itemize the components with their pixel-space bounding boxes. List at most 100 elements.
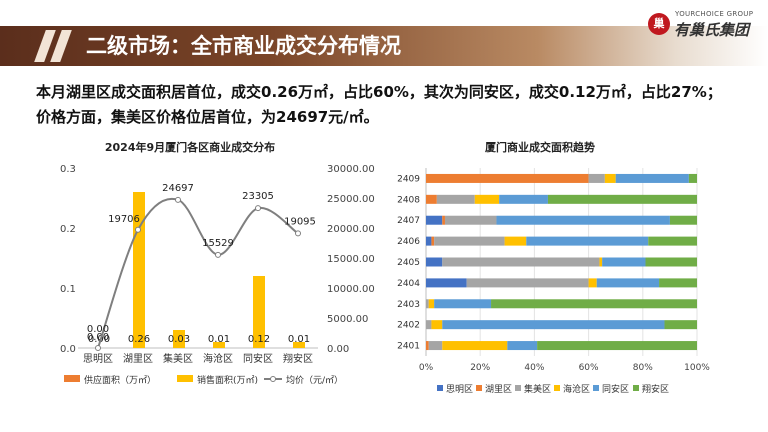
- summary-text: 本月湖里区成交面积居首位，成交0.26万㎡，占比60%，其次为同安区，成交0.1…: [36, 83, 722, 126]
- x-axis-tick-label: 100%: [684, 363, 710, 373]
- stack-segment: [466, 278, 589, 288]
- stack-segment: [434, 236, 505, 246]
- chart2-title: 厦门商业成交面积趋势: [485, 140, 595, 154]
- category-label: 2403: [397, 300, 420, 310]
- price-point: [135, 226, 141, 233]
- sales-data-label: 0.01: [208, 334, 230, 345]
- category-label: 同安区: [243, 352, 273, 365]
- stack-segment: [426, 236, 432, 246]
- stack-segment: [664, 320, 697, 330]
- header-band: [0, 26, 768, 66]
- legend-swatch: [437, 385, 443, 391]
- x-axis-tick-label: 60%: [579, 363, 599, 373]
- supply-data-label: 0.00: [87, 332, 109, 343]
- x-axis-tick-label: 80%: [633, 363, 653, 373]
- stack-segment: [426, 341, 429, 351]
- stack-segment: [547, 194, 697, 204]
- stack-segment: [504, 236, 527, 246]
- left-axis-tick-label: 0.1: [60, 284, 76, 295]
- category-label: 海沧区: [203, 352, 233, 365]
- stack-segment: [507, 341, 538, 351]
- price-point: [295, 230, 301, 237]
- sales-bar: [253, 276, 265, 348]
- sales-data-label: 0.00: [88, 334, 110, 345]
- stack-segment: [426, 278, 467, 288]
- stack-segment: [499, 194, 548, 204]
- category-label: 2401: [397, 342, 420, 352]
- stack-segment: [426, 215, 443, 225]
- right-axis-tick-label: 25000.00: [327, 194, 375, 205]
- stack-segment: [688, 173, 697, 183]
- right-axis-tick-label: 5000.00: [327, 314, 368, 325]
- price-data-label: 19706: [108, 214, 140, 225]
- stack-segment: [537, 341, 697, 351]
- left-axis-tick-label: 0.3: [60, 164, 76, 175]
- sales-data-label: 0.03: [168, 334, 190, 345]
- logo-subtitle: YOURCHOICE GROUP: [675, 10, 754, 18]
- stack-segment: [442, 257, 600, 267]
- stack-segment: [428, 299, 435, 309]
- right-axis-tick-label: 15000.00: [327, 254, 375, 265]
- category-label: 2408: [397, 195, 420, 205]
- legend-label-price: 均价（元/㎡）: [286, 374, 343, 386]
- legend-label: 思明区: [446, 384, 473, 395]
- sales-bar: [213, 342, 225, 348]
- stack-segment: [602, 257, 646, 267]
- legend-label: 湖里区: [485, 384, 512, 395]
- right-axis-tick-label: 30000.00: [327, 164, 375, 175]
- stack-segment: [604, 173, 616, 183]
- category-label: 集美区: [163, 352, 193, 365]
- stack-segment: [615, 173, 689, 183]
- x-axis-tick-label: 0%: [419, 363, 434, 373]
- stack-segment: [426, 173, 589, 183]
- category-label: 2409: [397, 174, 420, 184]
- stack-segment: [659, 278, 697, 288]
- category-label: 湖里区: [123, 353, 153, 365]
- sales-data-label: 0.26: [128, 334, 150, 345]
- x-axis-tick-label: 40%: [524, 363, 544, 373]
- legend-swatch: [515, 385, 521, 391]
- stack-segment: [596, 278, 660, 288]
- price-point: [255, 205, 261, 212]
- price-data-label: 23305: [242, 191, 274, 202]
- category-label: 2407: [397, 216, 420, 226]
- stack-segment: [496, 215, 670, 225]
- stack-segment: [645, 257, 697, 267]
- legend-label-supply: 供应面积（万㎡）: [84, 374, 156, 386]
- legend-swatch: [476, 385, 482, 391]
- stack-segment: [442, 320, 665, 330]
- stack-segment: [588, 278, 597, 288]
- price-data-label: 15529: [202, 238, 234, 249]
- legend-swatch-price-marker: [270, 376, 276, 382]
- sales-bar: [293, 342, 305, 348]
- category-label: 思明区: [83, 353, 113, 365]
- right-axis-tick-label: 10000.00: [327, 284, 375, 295]
- stack-segment: [526, 236, 649, 246]
- price-point: [215, 251, 221, 258]
- price-point: [175, 196, 181, 203]
- stack-segment: [431, 320, 443, 330]
- stack-segment: [431, 236, 435, 246]
- legend-swatch: [633, 385, 639, 391]
- legend-label: 集美区: [524, 383, 551, 395]
- sales-data-label: 0.01: [288, 334, 310, 345]
- stack-segment: [426, 194, 437, 204]
- price-data-label: 19095: [284, 216, 316, 227]
- logo-name: 有巢氏集团: [674, 21, 750, 39]
- stack-segment: [442, 341, 508, 351]
- legend-label-sales: 销售面积(万㎡): [197, 374, 258, 386]
- category-label: 2402: [397, 321, 420, 331]
- stack-segment: [474, 194, 500, 204]
- stack-segment: [599, 257, 603, 267]
- stack-segment: [648, 236, 697, 246]
- left-axis-tick-label: 0.2: [60, 224, 76, 235]
- chart1-title: 2024年9月厦门各区商业成交分布: [105, 140, 275, 154]
- sales-bar: [173, 330, 185, 348]
- legend-swatch-supply: [64, 375, 80, 382]
- stack-segment: [442, 215, 445, 225]
- company-logo: 巢 YOURCHOICE GROUP 有巢氏集团: [648, 4, 764, 40]
- right-axis-tick-label: 0.00: [327, 344, 349, 355]
- category-label: 2405: [397, 258, 420, 268]
